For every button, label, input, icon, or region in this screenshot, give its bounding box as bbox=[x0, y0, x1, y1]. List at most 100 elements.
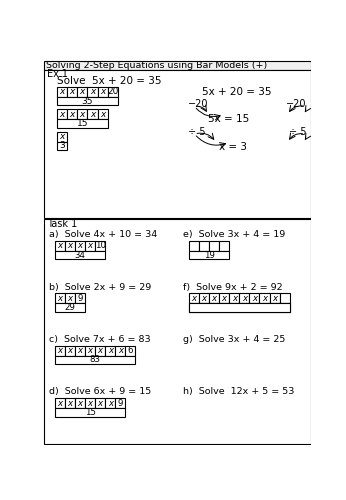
Bar bbox=[219, 241, 229, 251]
Text: h)  Solve  12x + 5 = 53: h) Solve 12x + 5 = 53 bbox=[183, 388, 294, 396]
Text: x: x bbox=[67, 294, 73, 303]
Bar bbox=[189, 304, 290, 312]
Bar bbox=[85, 398, 95, 408]
Text: x: x bbox=[222, 294, 227, 303]
Bar bbox=[189, 304, 290, 312]
Text: x: x bbox=[60, 132, 65, 141]
Bar bbox=[108, 87, 118, 97]
Text: x: x bbox=[88, 346, 93, 355]
Bar bbox=[57, 110, 67, 120]
Text: 6: 6 bbox=[128, 346, 133, 355]
Text: 9: 9 bbox=[78, 294, 83, 303]
Text: x: x bbox=[252, 294, 257, 303]
Bar bbox=[57, 120, 108, 128]
Text: x: x bbox=[80, 88, 85, 96]
Text: x: x bbox=[70, 88, 75, 96]
Text: 15: 15 bbox=[85, 408, 95, 417]
Bar bbox=[44, 70, 311, 218]
Text: x: x bbox=[67, 346, 73, 355]
Text: x: x bbox=[57, 346, 63, 355]
Text: 34: 34 bbox=[74, 250, 85, 260]
Text: e)  Solve 3x + 4 = 19: e) Solve 3x + 4 = 19 bbox=[183, 230, 285, 239]
Bar bbox=[55, 356, 136, 364]
Bar bbox=[75, 398, 85, 408]
Bar bbox=[55, 241, 65, 251]
Text: g)  Solve 3x + 4 = 25: g) Solve 3x + 4 = 25 bbox=[183, 335, 285, 344]
Bar bbox=[57, 132, 67, 141]
Bar bbox=[55, 408, 125, 416]
Bar bbox=[57, 97, 118, 106]
Bar bbox=[55, 398, 65, 408]
Bar bbox=[189, 241, 199, 251]
Bar bbox=[65, 294, 75, 304]
Bar bbox=[115, 398, 125, 408]
Text: x: x bbox=[98, 346, 103, 355]
Text: c)  Solve 7x + 6 = 83: c) Solve 7x + 6 = 83 bbox=[49, 335, 150, 344]
Text: x: x bbox=[211, 294, 217, 303]
Bar bbox=[67, 110, 78, 120]
Text: 83: 83 bbox=[90, 356, 101, 364]
Bar bbox=[98, 87, 108, 97]
Text: x: x bbox=[70, 110, 75, 119]
Bar bbox=[85, 241, 95, 251]
Text: x: x bbox=[272, 294, 277, 303]
Bar bbox=[65, 346, 75, 356]
Text: x: x bbox=[191, 294, 197, 303]
Text: x: x bbox=[201, 294, 207, 303]
Text: x: x bbox=[57, 294, 63, 303]
Bar bbox=[199, 294, 209, 304]
Bar bbox=[189, 251, 229, 260]
Text: ÷ 5: ÷ 5 bbox=[188, 126, 206, 136]
Bar bbox=[260, 294, 270, 304]
Bar bbox=[209, 294, 219, 304]
Text: 9: 9 bbox=[118, 398, 123, 407]
Bar bbox=[75, 241, 85, 251]
Bar bbox=[239, 294, 249, 304]
Text: x: x bbox=[118, 346, 123, 355]
Text: ÷ 5: ÷ 5 bbox=[289, 126, 307, 136]
Text: d)  Solve 6x + 9 = 15: d) Solve 6x + 9 = 15 bbox=[49, 388, 151, 396]
Text: x: x bbox=[67, 242, 73, 250]
Text: x: x bbox=[242, 294, 247, 303]
Text: x: x bbox=[232, 294, 237, 303]
Bar bbox=[55, 294, 65, 304]
Bar bbox=[105, 346, 115, 356]
Text: 19: 19 bbox=[204, 250, 215, 260]
Bar bbox=[125, 346, 136, 356]
Text: x: x bbox=[108, 398, 113, 407]
Text: 20: 20 bbox=[107, 88, 118, 96]
Bar bbox=[44, 220, 311, 444]
Text: a)  Solve 4x + 10 = 34: a) Solve 4x + 10 = 34 bbox=[49, 230, 157, 239]
Text: x: x bbox=[57, 242, 63, 250]
Bar bbox=[88, 87, 98, 97]
Text: 35: 35 bbox=[82, 96, 93, 106]
Text: Solving 2-Step Equations using Bar Models (+): Solving 2-Step Equations using Bar Model… bbox=[46, 61, 267, 70]
Text: x: x bbox=[88, 242, 93, 250]
Bar bbox=[249, 294, 260, 304]
Bar bbox=[55, 346, 65, 356]
Text: x: x bbox=[98, 398, 103, 407]
Text: Solve  5x + 20 = 35: Solve 5x + 20 = 35 bbox=[57, 76, 162, 86]
Bar bbox=[67, 87, 78, 97]
Text: x: x bbox=[90, 88, 95, 96]
Text: −20: −20 bbox=[188, 99, 209, 109]
Text: x: x bbox=[67, 398, 73, 407]
Text: 3: 3 bbox=[60, 142, 65, 150]
Bar bbox=[75, 294, 85, 304]
Bar bbox=[189, 294, 199, 304]
Text: 5x + 20 = 35: 5x + 20 = 35 bbox=[202, 86, 272, 97]
Text: 10: 10 bbox=[95, 242, 106, 250]
Bar bbox=[55, 251, 105, 260]
Bar bbox=[105, 398, 115, 408]
Bar bbox=[88, 110, 98, 120]
Text: x: x bbox=[80, 110, 85, 119]
Bar bbox=[78, 87, 88, 97]
Bar bbox=[98, 110, 108, 120]
Text: x = 3: x = 3 bbox=[219, 142, 247, 152]
Bar bbox=[65, 241, 75, 251]
Bar bbox=[229, 294, 239, 304]
Text: x: x bbox=[100, 88, 105, 96]
Text: x: x bbox=[78, 346, 83, 355]
Bar bbox=[57, 87, 67, 97]
Bar bbox=[75, 346, 85, 356]
